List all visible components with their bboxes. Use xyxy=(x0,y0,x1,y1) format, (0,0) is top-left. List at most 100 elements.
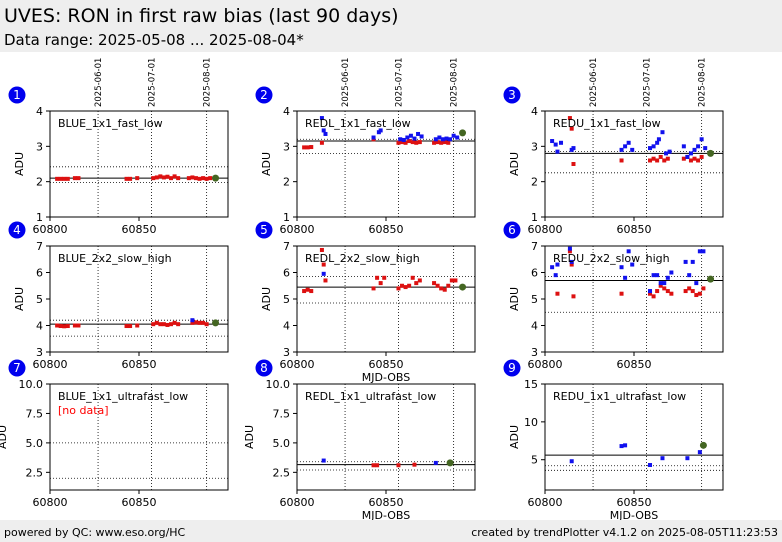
panel-4-data-point-red xyxy=(65,324,70,329)
panel-4-data-point-red xyxy=(176,322,181,327)
panel-6-data-point-red xyxy=(701,286,706,291)
panel-3-data-point-blue xyxy=(630,147,635,152)
panel-9-data-point-blue xyxy=(623,443,628,448)
panel-4-data-point-red xyxy=(124,324,129,329)
panel-5-data-point-red xyxy=(321,262,326,267)
panel-4-data-point-blue xyxy=(190,318,195,323)
panel-3-xtick-label: 60850 xyxy=(617,223,652,236)
panel-1-date-label: 2025-07-01 xyxy=(147,58,157,107)
panel-8-xtick-label: 60850 xyxy=(369,496,404,509)
panel-3-data-point-red xyxy=(651,156,656,161)
panel-9-xtick-label: 60800 xyxy=(528,496,563,509)
panel-7-ytick-label: 7.5 xyxy=(26,407,44,420)
panel-3-data-point-red xyxy=(569,126,574,131)
panel-1-badge-number: 1 xyxy=(13,88,21,102)
panel-2-data-point-red xyxy=(435,140,440,145)
panel-3-data-point-blue xyxy=(667,149,672,154)
panel-9-data-point-blue xyxy=(685,456,690,461)
panel-1-date-label: 2025-08-01 xyxy=(203,58,213,107)
panel-6-data-point-red xyxy=(555,291,560,296)
panel-6-data-point-blue xyxy=(651,273,656,278)
panel-7-badge-number: 7 xyxy=(13,361,21,375)
panel-3-data-point-blue xyxy=(571,146,576,151)
panel-2-ylabel: ADU xyxy=(260,152,273,176)
panel-9-badge-number: 9 xyxy=(508,361,516,375)
panel-2-latest-point xyxy=(459,129,467,137)
panel-7-ytick-label: 2.5 xyxy=(26,466,44,479)
panel-8-data-point-red xyxy=(371,463,376,468)
panel-5-latest-point xyxy=(459,283,467,291)
panel-4-data-point-red xyxy=(165,322,170,327)
panel-6-data-point-blue xyxy=(569,259,574,264)
panel-2-ytick-label: 4 xyxy=(283,105,290,118)
panel-8-data-point-red xyxy=(412,462,417,467)
panel-4-data-point-red xyxy=(55,323,60,328)
panel-9-badge xyxy=(503,359,521,377)
panel-7-badge xyxy=(8,359,26,377)
panel-8-ytick-label: 5.0 xyxy=(273,437,291,450)
panel-3-data-point-blue xyxy=(623,144,628,149)
panel-6-data-point-red xyxy=(571,294,576,299)
panel-8-ytick-label: 10.0 xyxy=(266,378,291,391)
panel-2-ytick-label: 3 xyxy=(283,140,290,153)
panel-3-data-point-blue xyxy=(648,146,653,151)
panel-6-data-point-red xyxy=(569,262,574,267)
panel-2-date-label: 2025-08-01 xyxy=(450,58,460,107)
panel-6-data-point-red xyxy=(662,286,667,291)
panel-5-badge xyxy=(255,221,273,239)
panel-2-ytick-label: 2 xyxy=(283,176,290,189)
panel-3-data-point-blue xyxy=(685,154,690,159)
panel-3-ytick-label: 2 xyxy=(531,176,538,189)
panel-3-data-point-red xyxy=(648,158,653,163)
panel-3-data-point-blue xyxy=(626,140,631,145)
panel-6-ytick-label: 4 xyxy=(531,320,538,333)
panel-6-data-point-blue xyxy=(701,249,706,254)
panel-1-data-point-red xyxy=(161,175,166,180)
panel-5-data-point-red xyxy=(414,281,419,286)
panel-1-data-point-red xyxy=(151,176,156,181)
panel-1-data-point-red xyxy=(128,176,133,181)
panel-3-data-point-red xyxy=(662,158,667,163)
panel-2-title: REDL_1x1_fast_low xyxy=(305,117,411,130)
panel-1-data-point-red xyxy=(186,176,191,181)
panel-6-data-point-blue xyxy=(694,281,699,286)
panel-6-data-point-red xyxy=(619,291,624,296)
panel-5-data-point-blue xyxy=(321,271,326,276)
panel-6-data-point-red xyxy=(697,291,702,296)
panel-3-data-point-red xyxy=(571,162,576,166)
panel-5-ytick-label: 5 xyxy=(283,293,290,306)
panel-9-xlabel: MJD-OBS xyxy=(610,509,658,522)
panel-9-data-point-blue xyxy=(697,450,702,455)
panel-2-data-point-red xyxy=(439,140,444,145)
panel-5-data-point-red xyxy=(382,275,387,280)
panel-6-data-point-blue xyxy=(690,259,695,264)
panel-3-date-label: 2025-06-01 xyxy=(589,58,599,107)
panel-8-badge-number: 8 xyxy=(260,361,268,375)
panel-4-title: BLUE_2x2_slow_high xyxy=(58,252,172,265)
panel-6-xtick-label: 60800 xyxy=(528,358,563,371)
panel-6-data-point-blue xyxy=(655,273,660,278)
panel-5-xtick-label: 60850 xyxy=(369,358,404,371)
panel-5-ytick-label: 4 xyxy=(283,320,290,333)
panel-2-data-point-red xyxy=(400,140,405,145)
panel-2-data-point-blue xyxy=(448,137,453,142)
panel-3-data-point-red xyxy=(658,154,663,159)
panel-2-data-point-blue xyxy=(321,128,326,133)
panel-5-data-point-red xyxy=(439,286,444,291)
panel-3-data-point-blue xyxy=(656,137,661,142)
panel-5-title: REDL_2x2_slow_high xyxy=(305,252,420,265)
panel-8-badge xyxy=(255,359,273,377)
panel-7-xtick-label: 60800 xyxy=(33,496,68,509)
panel-3-data-point-blue xyxy=(660,130,665,135)
panel-1-data-point-red xyxy=(204,176,209,181)
panel-4-data-point-red xyxy=(76,323,81,328)
panel-3-data-point-red xyxy=(681,156,686,161)
panel-4-xtick-label: 60800 xyxy=(33,358,68,371)
panel-6-ytick-label: 5 xyxy=(531,293,538,306)
panel-1-data-point-red xyxy=(193,176,198,181)
panel-3-data-point-red xyxy=(665,156,670,161)
footer-timestamp: created by trendPlotter v4.1.2 on 2025-0… xyxy=(471,526,778,539)
panel-6-data-point-blue xyxy=(662,281,667,286)
panel-6-data-point-blue xyxy=(555,262,560,267)
panel-2-data-point-red xyxy=(432,140,437,145)
